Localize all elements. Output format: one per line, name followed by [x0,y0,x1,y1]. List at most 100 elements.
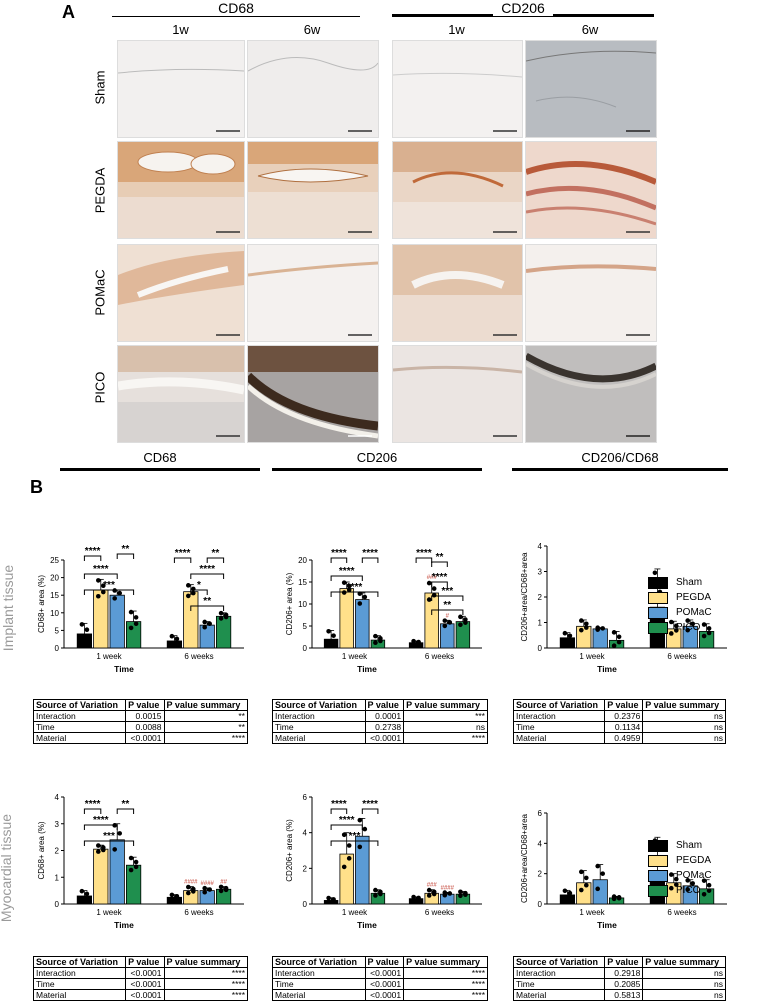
bar-sham [76,895,93,905]
bar-pomac [109,594,125,649]
legend-item: POMaC [648,868,712,883]
significance-label: ** [443,600,451,611]
time-label: 6w [303,22,321,37]
data-point [584,621,589,627]
data-point [341,864,347,870]
stats-header-cell: P value summary [403,699,488,711]
legend-implant: Sham PEGDA POMaC PICO [648,575,712,635]
data-point [202,889,207,895]
significance-label: **** [93,815,109,826]
data-point [117,831,122,836]
significance-label: ** [436,552,444,563]
significance-bracket [415,557,433,563]
micrograph-pegda-cd68-1w [117,141,245,239]
bar-pico [609,639,625,649]
data-point [426,893,432,898]
y-tick-label: 2 [538,593,543,602]
stats-cell: Time [32,978,127,990]
data-point [169,633,175,639]
data-point [562,888,568,894]
data-point [362,826,368,832]
x-axis-label: Time [597,920,617,930]
significance-label: ** [212,548,220,559]
stats-header-cell: P value [125,699,165,711]
data-point [128,625,134,631]
data-point [706,882,712,888]
stats-cell: Interaction [32,710,127,722]
significance-bracket [116,808,135,814]
section-bar-cd68 [60,468,260,471]
significance-label: ** [203,596,211,607]
stats-table: Source of Variation P value P value summar… [272,956,488,1001]
stats-cell: 0.0015 [125,710,165,722]
data-point [218,884,224,890]
stats-row: Interaction <0.0001 **** [32,967,249,979]
data-point [652,570,658,576]
significance-bracket [431,561,448,567]
x-axis-label: Time [597,664,617,674]
data-point [463,620,468,625]
data-point [669,872,674,877]
data-point [706,888,712,893]
stats-cell: **** [403,732,488,744]
data-point [373,640,378,646]
row-label-pico: PICO [92,371,108,404]
data-point [579,869,584,875]
data-point [611,643,617,649]
data-point [411,638,416,644]
bar-pico [370,892,386,905]
stats-cell: Interaction [512,710,606,722]
x-axis-label: Time [114,664,134,674]
bar-pegda [424,592,439,649]
significance-label: * [197,580,201,591]
significance-bracket [431,595,464,601]
hash-annotation: ### [427,883,438,889]
stats-row: Interaction 0.0001 *** [272,710,488,722]
stats-row: Interaction 0.2376 ns [512,710,726,722]
stats-header-cell: P value [125,956,165,968]
data-point [326,642,331,647]
chart-cd68-implant: 0 5 10 15 20 25 CD68+ area (%) 1 week 6 weeks Tim… [37,544,244,674]
significance-label: **** [175,548,191,559]
data-point [133,621,139,627]
y-tick-label: 3 [538,568,543,577]
stats-row: Time <0.0001 **** [32,978,249,990]
stats-cell: 0.2085 [604,978,644,990]
significance-label: **** [331,548,347,559]
bar-pico [126,864,142,905]
data-point [584,625,589,630]
bar-pomac [440,623,455,649]
data-point [112,847,117,852]
significance-label: **** [339,815,355,826]
significance-bracket [361,557,379,563]
stats-header-cell: P value [364,699,405,711]
micrograph-pegda-cd206-1w [392,141,523,239]
bar-pomac [355,835,370,905]
y-axis-label: CD206+ area (%) [285,819,294,882]
hash-annotation: # [446,613,450,619]
data-point [133,864,139,870]
data-point [191,590,196,596]
data-point [341,590,347,595]
stats-header-cell: Source of Variation [512,956,606,968]
stats-header-cell: P value summary [163,956,249,968]
bar-pico [370,639,386,649]
bar-pomac [592,628,608,649]
data-point [202,619,207,625]
stats-cell: 0.1134 [604,721,644,733]
significance-label: **** [85,546,101,557]
stats-header-cell: Source of Variation [32,956,127,968]
row-label-sham: Sham [92,70,108,105]
x-category-label: 1 week [342,652,368,661]
data-point [357,844,363,850]
stats-cell: ns [642,721,726,733]
y-tick-label: 20 [298,556,307,565]
x-axis-label: Time [114,920,134,930]
stats-header-cell: P value summary [642,699,726,711]
stats-row: Time 0.2085 ns [512,978,726,990]
data-point [562,895,568,900]
stats-row: Interaction <0.0001 **** [272,967,488,979]
stats-cell: <0.0001 [125,989,165,1001]
significance-bracket [330,808,348,814]
x-category-label: 1 week [579,652,605,661]
